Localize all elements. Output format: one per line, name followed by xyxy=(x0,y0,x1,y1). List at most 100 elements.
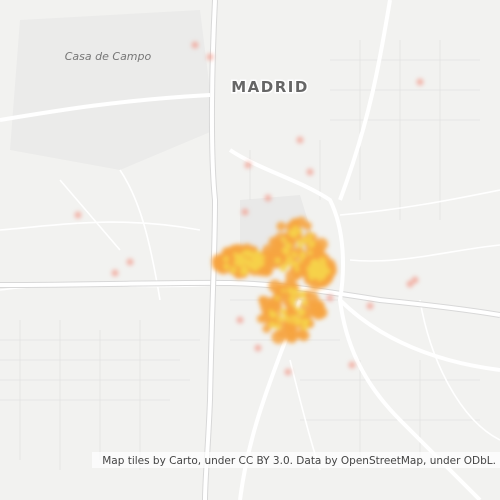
hotspot xyxy=(301,323,308,331)
hotspot xyxy=(318,256,327,265)
hotspot xyxy=(281,288,286,293)
hotspot xyxy=(276,221,286,232)
park-area xyxy=(10,10,215,170)
hotspot xyxy=(281,310,287,315)
hotspot xyxy=(317,277,322,282)
hotspot xyxy=(294,266,300,272)
hotspot xyxy=(254,344,262,352)
hotspot xyxy=(276,315,284,323)
hotspot xyxy=(240,264,245,269)
hotspot xyxy=(348,361,356,369)
hotspot xyxy=(293,315,299,320)
place-label: Casa de Campo xyxy=(65,50,152,63)
hotspot xyxy=(308,243,314,249)
hotspot xyxy=(223,256,230,262)
hotspot xyxy=(306,168,314,176)
hotspot xyxy=(297,242,304,249)
hotspot xyxy=(191,41,199,49)
hotspot xyxy=(236,316,244,324)
hotspot xyxy=(233,252,238,257)
hotspot xyxy=(285,242,292,250)
hotspot xyxy=(416,78,424,86)
hotspot xyxy=(296,229,302,235)
hotspot xyxy=(229,266,237,274)
hotspot xyxy=(234,254,242,262)
hotspot xyxy=(326,294,334,302)
hotspot xyxy=(292,225,299,232)
hotspot xyxy=(284,368,292,376)
hotspot xyxy=(274,295,280,301)
hotspot xyxy=(256,314,266,324)
hotspot xyxy=(296,329,307,339)
hotspot xyxy=(290,260,296,266)
hotspot xyxy=(244,161,252,169)
hotspot xyxy=(306,265,314,273)
hotspot xyxy=(296,136,304,144)
hotspot xyxy=(241,208,249,216)
hotspot xyxy=(295,261,300,266)
hotspot xyxy=(274,323,282,330)
hotspot xyxy=(111,269,119,277)
hotspot xyxy=(206,53,214,61)
hotspot xyxy=(262,250,276,264)
hotspot xyxy=(221,246,234,259)
hotspot xyxy=(248,263,255,270)
hotspot xyxy=(279,264,287,272)
hotspot xyxy=(126,258,134,266)
hotspot xyxy=(245,250,250,256)
hotspot xyxy=(366,302,374,310)
hotspot xyxy=(290,301,295,307)
hotspot xyxy=(320,274,326,280)
road xyxy=(0,93,211,122)
hotspot xyxy=(251,256,259,264)
road xyxy=(338,298,500,372)
hotspot xyxy=(269,311,277,319)
hotspot xyxy=(252,262,261,271)
hotspot xyxy=(268,321,276,329)
hotspot xyxy=(281,237,286,242)
hotspot xyxy=(296,317,303,324)
road xyxy=(338,0,392,201)
hotspot xyxy=(301,299,308,306)
hotspot xyxy=(267,299,281,313)
hotspot xyxy=(314,301,325,312)
hotspot xyxy=(264,194,272,202)
hotspot-layer xyxy=(74,41,424,376)
hotspot xyxy=(298,291,306,299)
hotspot xyxy=(291,230,298,237)
hotspot xyxy=(411,276,419,284)
hotspot xyxy=(276,286,285,295)
hotspot xyxy=(223,263,230,270)
hotspot xyxy=(283,249,290,256)
hotspot xyxy=(240,268,247,276)
hotspot xyxy=(257,259,262,264)
hotspot xyxy=(304,320,310,326)
hotspot xyxy=(285,255,293,263)
hotspot xyxy=(274,257,281,264)
hotspot xyxy=(268,236,279,247)
hotspot xyxy=(282,314,290,322)
hotspot xyxy=(74,211,82,219)
hotspot xyxy=(406,280,414,288)
hotspot xyxy=(212,259,225,272)
hotspot xyxy=(288,318,293,324)
hotspot xyxy=(294,306,299,312)
hotspot xyxy=(283,278,297,291)
hotspot xyxy=(307,232,314,239)
hotspot xyxy=(286,287,294,295)
hotspot xyxy=(312,265,319,271)
hotspot xyxy=(283,321,297,336)
hotspot xyxy=(289,217,301,229)
hotspot xyxy=(253,250,261,258)
hotspot xyxy=(262,324,271,333)
hotspot xyxy=(286,306,297,317)
hotspot xyxy=(297,308,306,317)
hotspot xyxy=(271,330,286,345)
hotspot xyxy=(307,250,313,256)
attribution-background xyxy=(92,452,500,468)
hotspot xyxy=(301,238,307,244)
hotspot xyxy=(288,296,294,302)
attribution: Map tiles by Carto, under CC BY 3.0. Dat… xyxy=(102,455,496,467)
